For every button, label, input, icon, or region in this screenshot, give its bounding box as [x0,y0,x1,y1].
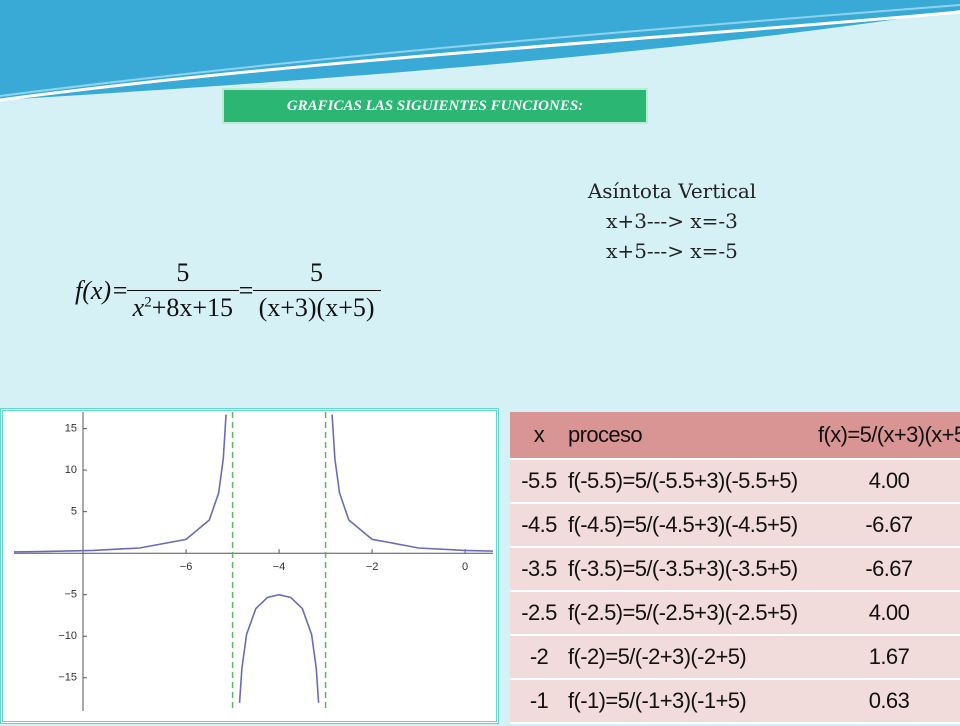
table-cell: -2.5 [510,591,562,636]
decor-wave [0,0,960,102]
table-cell: f(-5.5)=5/(-5.5+3)(-5.5+5) [562,459,812,504]
y-tick-label: −15 [58,672,77,684]
numerator: 5 [252,258,381,291]
table-cell: f(-2)=5/(-2+3)(-2+5) [562,635,812,680]
term: +8x+15 [151,293,234,322]
denominator: x2+8x+15 [133,291,233,323]
fraction: 5 (x+3)(x+5) [252,258,381,323]
x-tick-label: −6 [180,561,193,573]
banner: GRAFICAS LAS SIGUIENTES FUNCIONES: [222,88,648,124]
chart: −6 −4 −2 0 15 10 5 −5 −10 −15 [13,412,494,711]
table-row: -5.5 f(-5.5)=5/(-5.5+3)(-5.5+5) 4.00 [510,459,960,504]
table-row: x proceso f(x)=5/(x+3)(x+5) [510,412,960,460]
x-tick-label: 0 [462,561,468,573]
table-cell: proceso [562,412,812,460]
curve [13,414,494,703]
graph-frame: −6 −4 −2 0 15 10 5 −5 −10 −15 [0,408,499,724]
y-tick-label: 10 [65,464,77,476]
table-cell: f(x)=5/(x+3)(x+5) [812,412,960,460]
formula-lhs: f(x) [75,275,112,305]
table-cell: -2 [510,635,562,680]
table-cell: x [510,412,562,460]
table-cell: -6.67 [812,503,960,548]
table-row: -1 f(-1)=5/(-1+3)(-1+5) 0.63 [510,679,960,724]
table-cell: 0.63 [812,679,960,724]
y-tick-label: 5 [71,506,77,518]
note-line: x+5---> x=-5 [606,239,738,263]
table-cell: -6.67 [812,547,960,592]
exponent: 2 [144,294,152,311]
table-cell: f(-2.5)=5/(-2.5+3)(-2.5+5) [562,591,812,636]
table-cell: -5.5 [510,459,562,504]
note-line: x+3---> x=-3 [606,209,738,233]
table-cell: f(-1)=5/(-1+3)(-1+5) [562,679,812,724]
term: x [132,293,145,322]
asymptote-note: Asíntota Vertical x+3---> x=-3 x+5---> x… [560,176,784,266]
plot-area [13,414,494,703]
formula: f(x) = 5 x2+8x+15 = 5 (x+3)(x+5) [75,258,381,323]
y-tick-label: 15 [65,423,77,435]
table-cell: -1 [510,679,562,724]
table-cell: f(-3.5)=5/(-3.5+3)(-3.5+5) [562,547,812,592]
formula-equals: = [111,275,129,305]
x-tick-label: −4 [273,561,286,573]
y-tick-label: −10 [58,630,77,642]
table-row: -2.5 f(-2.5)=5/(-2.5+3)(-2.5+5) 4.00 [510,591,960,636]
y-tick-label: −5 [64,589,77,601]
table-cell: f(-4.5)=5/(-4.5+3)(-4.5+5) [562,503,812,548]
table-row: -4.5 f(-4.5)=5/(-4.5+3)(-4.5+5) -6.67 [510,503,960,548]
table-row: -2 f(-2)=5/(-2+3)(-2+5) 1.67 [510,635,960,680]
formula-equals: = [237,275,255,305]
table-cell: 4.00 [812,459,960,504]
denominator: (x+3)(x+5) [258,293,375,322]
table-cell: -4.5 [510,503,562,548]
x-tick-label: −2 [366,561,379,573]
note-title: Asíntota Vertical [587,179,757,203]
table-row: -3.5 f(-3.5)=5/(-3.5+3)(-3.5+5) -6.67 [510,547,960,592]
table-cell: 4.00 [812,591,960,636]
table-cell: -3.5 [510,547,562,592]
fraction: 5 x2+8x+15 [126,258,240,323]
table-cell: 1.67 [812,635,960,680]
numerator: 5 [126,258,240,291]
value-table: x proceso f(x)=5/(x+3)(x+5) -5.5 f(-5.5)=5/(… [510,412,960,724]
